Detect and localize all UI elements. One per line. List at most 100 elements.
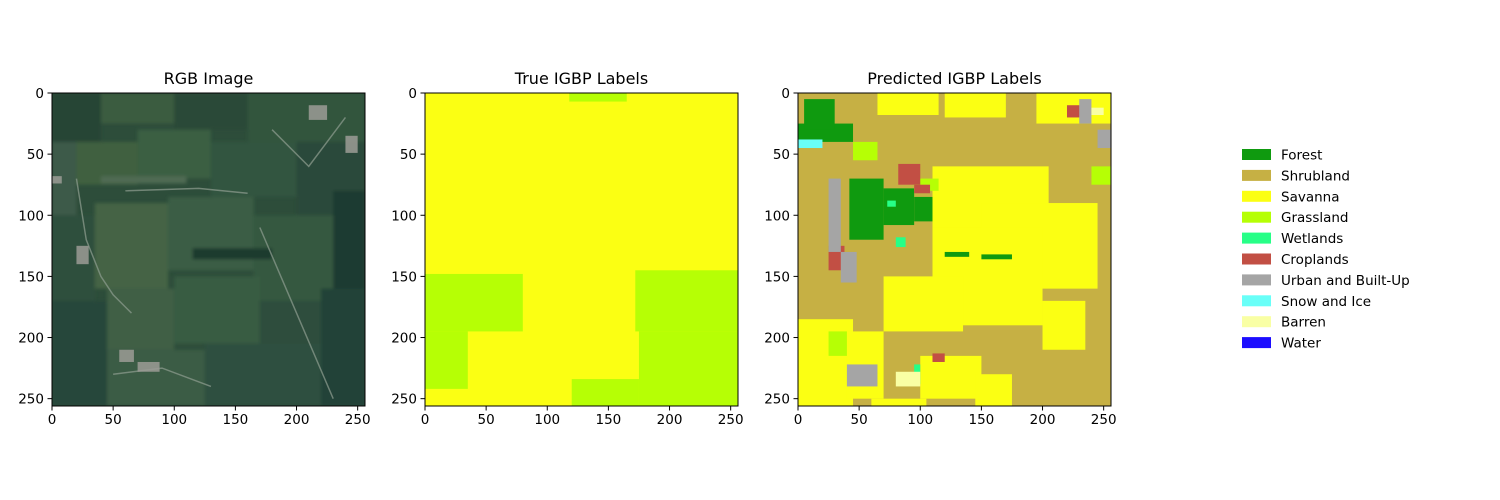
x-tick-label: 150 bbox=[223, 412, 249, 428]
rgb-patch bbox=[247, 93, 365, 142]
x-tick-label: 50 bbox=[478, 412, 495, 428]
true-labels-frame bbox=[424, 92, 739, 407]
x-tick-label: 0 bbox=[48, 412, 57, 428]
legend-swatch bbox=[1242, 169, 1271, 181]
y-tick-label: 0 bbox=[781, 86, 790, 102]
rgb-patch bbox=[174, 93, 248, 130]
rgb-patch bbox=[174, 276, 260, 344]
label-region bbox=[871, 398, 927, 406]
predicted-labels-title: Predicted IGBP Labels bbox=[867, 69, 1042, 88]
label-region bbox=[846, 364, 878, 387]
label-region bbox=[914, 184, 931, 194]
label-region bbox=[898, 163, 921, 185]
label-region bbox=[571, 379, 639, 406]
y-tick-label: 150 bbox=[18, 269, 44, 285]
rgb-patch bbox=[52, 300, 108, 406]
legend-swatch bbox=[1242, 295, 1271, 307]
legend-label: Shrubland bbox=[1281, 168, 1350, 184]
rgb-image-panel: RGB Image bbox=[18, 69, 370, 428]
true-labels-title: True IGBP Labels bbox=[514, 69, 648, 88]
label-region bbox=[840, 251, 857, 283]
rgb-road bbox=[259, 227, 334, 399]
true-labels-plot bbox=[425, 93, 738, 406]
predicted-labels-plot bbox=[798, 93, 1111, 406]
y-tick-label: 200 bbox=[391, 331, 417, 347]
y-tick-label: 250 bbox=[764, 392, 790, 408]
label-region bbox=[975, 374, 1012, 406]
rgb-patch bbox=[52, 93, 101, 142]
y-tick-label: 150 bbox=[764, 269, 790, 285]
label-region bbox=[944, 251, 970, 257]
legend-swatch bbox=[1242, 253, 1271, 265]
y-tick-label: 50 bbox=[400, 147, 417, 163]
y-tick-label: 150 bbox=[391, 269, 417, 285]
rgb-patch bbox=[94, 203, 169, 289]
x-tick-label: 250 bbox=[718, 412, 744, 428]
label-region bbox=[828, 178, 841, 252]
label-region bbox=[1079, 99, 1092, 124]
label-region bbox=[895, 371, 921, 387]
y-tick-label: 0 bbox=[35, 86, 44, 102]
rgb-road bbox=[75, 178, 132, 314]
rgb-settlement bbox=[76, 245, 89, 265]
rgb-patch bbox=[100, 93, 175, 124]
label-region bbox=[1066, 105, 1082, 118]
label-region bbox=[635, 270, 738, 332]
label-region bbox=[895, 237, 906, 248]
legend-label: Forest bbox=[1281, 148, 1322, 164]
legend-swatch bbox=[1242, 316, 1271, 328]
label-region bbox=[849, 178, 884, 240]
legend-label: Barren bbox=[1281, 315, 1326, 331]
x-tick-label: 200 bbox=[657, 412, 683, 428]
legend-label: Wetlands bbox=[1281, 231, 1343, 247]
rgb-patch bbox=[192, 248, 273, 260]
y-tick-label: 250 bbox=[391, 392, 417, 408]
y-tick-label: 200 bbox=[764, 331, 790, 347]
label-region bbox=[1042, 300, 1086, 350]
label-region bbox=[883, 276, 964, 332]
label-region bbox=[569, 93, 627, 102]
x-tick-label: 0 bbox=[421, 412, 430, 428]
legend-label: Urban and Built-Up bbox=[1281, 273, 1410, 289]
rgb-patch bbox=[204, 343, 321, 406]
x-tick-label: 250 bbox=[345, 412, 371, 428]
rgb-roads bbox=[75, 117, 347, 399]
rgb-image-title: RGB Image bbox=[164, 69, 254, 88]
legend-label: Savanna bbox=[1281, 189, 1340, 205]
rgb-patch bbox=[210, 141, 297, 197]
label-region bbox=[920, 355, 982, 399]
label-region bbox=[932, 353, 945, 362]
x-tick-label: 100 bbox=[534, 412, 560, 428]
x-tick-label: 100 bbox=[161, 412, 187, 428]
label-region bbox=[877, 93, 939, 116]
rgb-settlement bbox=[119, 349, 134, 362]
legend-swatch bbox=[1242, 190, 1271, 202]
y-tick-label: 250 bbox=[18, 392, 44, 408]
y-tick-label: 100 bbox=[764, 208, 790, 224]
rgb-patch bbox=[100, 176, 187, 184]
legend-swatch bbox=[1242, 149, 1271, 160]
x-tick-label: 100 bbox=[907, 412, 933, 428]
label-region bbox=[1091, 166, 1111, 185]
legend-label: Snow and Ice bbox=[1281, 294, 1371, 310]
rgb-settlement bbox=[52, 176, 62, 184]
rgb-settlements bbox=[52, 105, 358, 372]
rgb-patch bbox=[320, 288, 365, 406]
rgb-image-frame bbox=[51, 92, 366, 407]
label-region bbox=[798, 139, 823, 149]
y-tick-label: 100 bbox=[18, 208, 44, 224]
y-tick-label: 100 bbox=[391, 208, 417, 224]
label-region bbox=[638, 331, 738, 406]
rgb-settlement bbox=[345, 135, 358, 153]
predicted-labels-frame bbox=[797, 92, 1112, 407]
label-region bbox=[853, 141, 878, 161]
label-region bbox=[944, 93, 1006, 118]
x-tick-label: 150 bbox=[596, 412, 622, 428]
y-tick-label: 0 bbox=[408, 86, 417, 102]
legend: Forest Shrubland Savanna Grassland Wetlands C… bbox=[1242, 148, 1410, 352]
rgb-road bbox=[125, 187, 248, 194]
x-tick-label: 200 bbox=[284, 412, 310, 428]
